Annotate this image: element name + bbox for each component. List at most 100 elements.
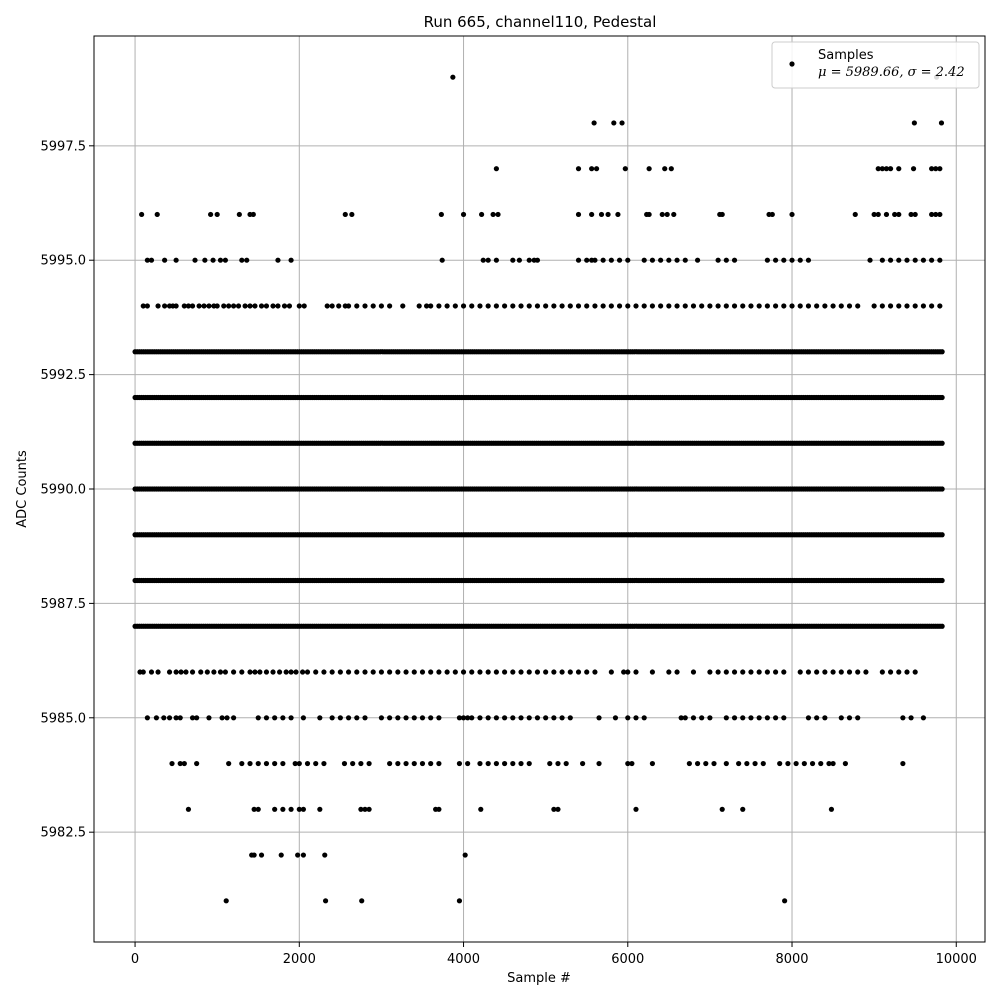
data-point xyxy=(342,211,348,218)
data-point xyxy=(198,669,204,675)
data-point xyxy=(206,715,212,721)
data-point xyxy=(428,760,434,767)
data-point xyxy=(419,715,426,721)
data-point xyxy=(649,257,656,263)
data-point xyxy=(450,74,456,80)
data-point xyxy=(366,806,372,812)
data-point xyxy=(584,669,590,675)
data-point xyxy=(596,715,602,721)
data-point xyxy=(280,760,286,767)
data-point xyxy=(144,257,150,263)
data-point xyxy=(596,760,602,767)
data-point xyxy=(908,715,914,721)
data-point xyxy=(173,303,179,309)
data-point xyxy=(591,120,597,126)
data-point xyxy=(887,669,894,675)
data-point xyxy=(939,486,945,492)
data-point xyxy=(707,303,713,309)
data-point xyxy=(852,211,858,218)
data-point xyxy=(460,715,467,721)
data-point xyxy=(299,669,306,675)
data-point xyxy=(493,166,499,172)
data-point xyxy=(805,303,812,309)
data-point xyxy=(403,715,409,721)
data-point xyxy=(452,669,458,675)
data-point xyxy=(278,852,284,858)
data-point xyxy=(622,166,628,172)
data-point xyxy=(543,303,549,309)
y-tick-label: 5995.0 xyxy=(41,254,87,269)
data-point xyxy=(223,898,229,904)
data-point xyxy=(883,211,890,218)
data-point xyxy=(350,760,356,767)
data-point xyxy=(178,669,184,675)
data-point xyxy=(826,760,832,767)
data-point xyxy=(649,669,656,675)
data-point xyxy=(838,715,844,721)
data-point xyxy=(559,303,565,309)
data-point xyxy=(495,211,501,218)
data-point xyxy=(939,577,945,584)
data-point xyxy=(723,669,729,675)
data-point xyxy=(288,669,294,675)
data-point xyxy=(419,669,426,675)
data-point xyxy=(616,257,623,263)
data-point xyxy=(231,715,237,721)
data-point xyxy=(646,211,652,218)
data-point xyxy=(608,669,614,675)
data-point xyxy=(912,303,918,309)
data-point xyxy=(166,669,173,675)
data-point xyxy=(600,257,606,263)
data-point xyxy=(686,760,692,767)
data-point xyxy=(772,715,779,721)
data-point xyxy=(646,166,652,172)
data-point xyxy=(194,760,200,767)
data-point xyxy=(460,303,467,309)
data-point xyxy=(855,303,861,309)
data-point xyxy=(155,303,161,309)
data-point xyxy=(567,715,573,721)
x-tick-label: 4000 xyxy=(447,952,480,967)
data-point xyxy=(444,303,450,309)
data-point xyxy=(896,303,902,309)
data-point xyxy=(403,669,409,675)
data-point xyxy=(252,303,258,309)
data-point xyxy=(748,715,754,721)
data-point xyxy=(666,669,672,675)
data-point xyxy=(436,669,442,675)
data-point xyxy=(263,303,270,309)
data-point xyxy=(313,669,319,675)
data-point xyxy=(236,211,242,218)
legend-stats: μ = 5989.66, σ = 2.42 xyxy=(818,65,965,80)
data-point xyxy=(296,806,302,812)
y-tick-label: 5990.0 xyxy=(41,483,87,498)
data-point xyxy=(621,669,627,675)
data-point xyxy=(625,303,631,309)
data-point xyxy=(929,166,935,172)
data-point xyxy=(301,303,307,309)
data-point xyxy=(904,257,910,263)
data-point xyxy=(937,257,943,263)
data-point xyxy=(479,211,485,218)
data-point xyxy=(855,669,861,675)
data-point xyxy=(226,303,232,309)
data-point xyxy=(526,303,532,309)
data-point xyxy=(387,715,393,721)
data-point xyxy=(362,303,368,309)
data-point xyxy=(177,760,183,767)
data-point xyxy=(694,760,701,767)
data-point xyxy=(929,211,935,218)
data-point xyxy=(855,715,861,721)
data-point xyxy=(939,394,945,401)
data-point xyxy=(501,715,508,721)
data-point xyxy=(337,715,343,721)
data-point xyxy=(518,715,524,721)
data-point xyxy=(222,669,228,675)
data-point xyxy=(276,669,283,675)
data-point xyxy=(173,715,179,721)
data-point xyxy=(300,852,307,858)
data-point xyxy=(752,760,758,767)
data-point xyxy=(288,257,294,263)
data-point xyxy=(879,669,885,675)
data-point xyxy=(493,715,499,721)
